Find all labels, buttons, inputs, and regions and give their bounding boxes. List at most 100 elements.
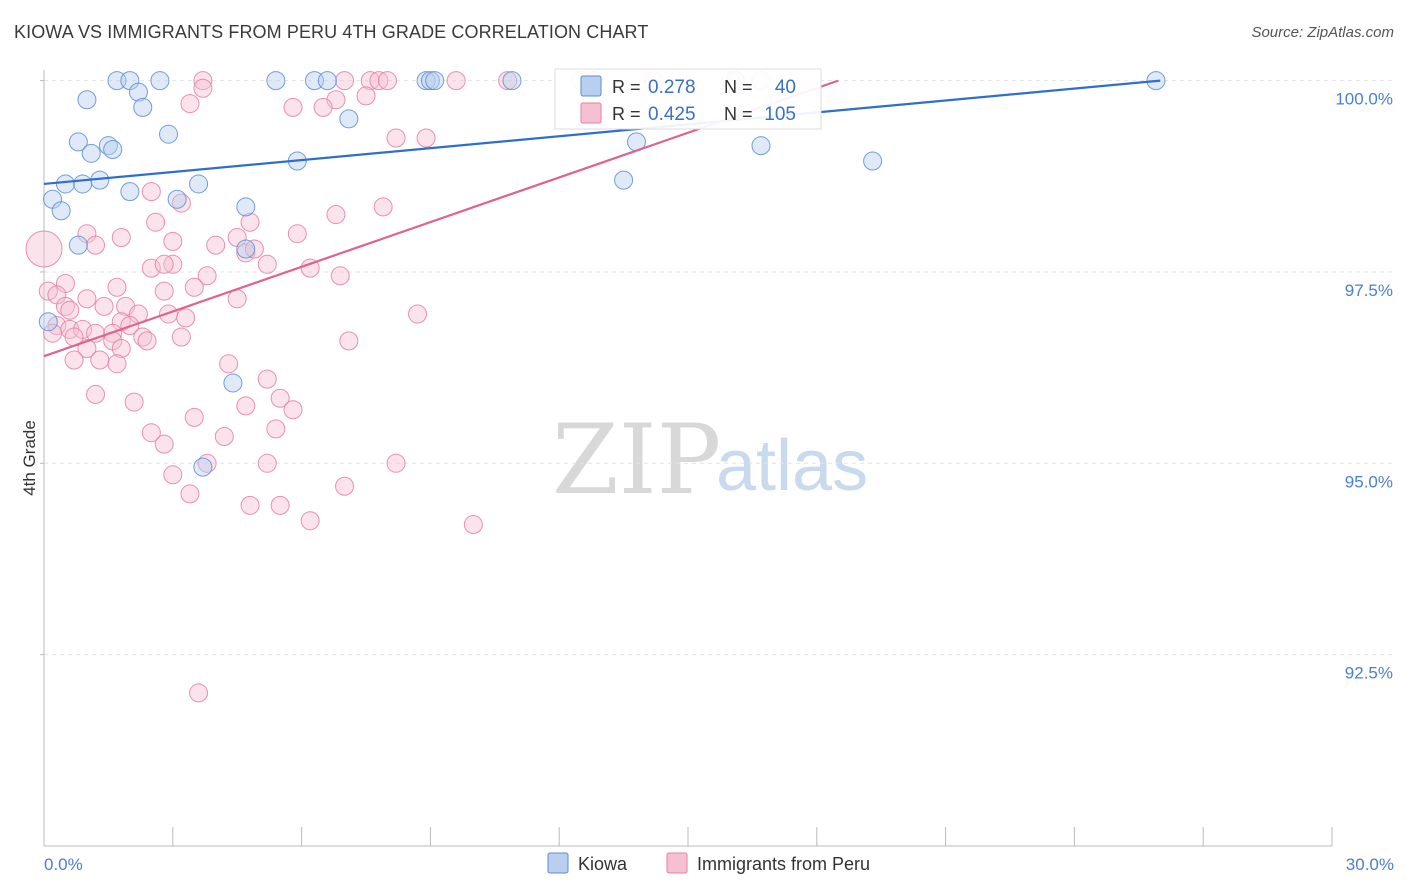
y-tick-label: 97.5% bbox=[1345, 281, 1393, 300]
peru-point bbox=[270, 495, 290, 515]
peru-point bbox=[86, 235, 106, 255]
kiowa-point bbox=[236, 197, 256, 217]
peru-point bbox=[335, 71, 355, 91]
peru-point bbox=[408, 304, 428, 324]
watermark: ZIP atlas bbox=[552, 404, 868, 516]
y-axis-title: 4th Grade bbox=[20, 420, 39, 496]
y-tick-label: 95.0% bbox=[1345, 472, 1393, 491]
peru-point bbox=[141, 423, 161, 443]
peru-point bbox=[416, 128, 436, 148]
kiowa-point bbox=[150, 71, 170, 91]
peru-point bbox=[283, 97, 303, 117]
peru-point bbox=[300, 511, 320, 531]
peru-point bbox=[154, 281, 174, 301]
source-label: Source: ZipAtlas.com bbox=[1251, 24, 1394, 41]
peru-point bbox=[339, 331, 359, 351]
peru-point bbox=[498, 71, 518, 91]
kiowa-point bbox=[223, 373, 243, 393]
peru-point bbox=[335, 476, 355, 496]
peru-point bbox=[171, 327, 191, 347]
kiowa-point bbox=[167, 189, 187, 209]
peru-point bbox=[446, 71, 466, 91]
kiowa-point bbox=[103, 140, 123, 159]
peru-point bbox=[189, 683, 209, 703]
kiowa-point bbox=[68, 235, 88, 255]
peru-point bbox=[141, 182, 161, 202]
kiowa-point bbox=[317, 71, 337, 91]
peru-point bbox=[193, 71, 213, 91]
peru-point bbox=[90, 350, 110, 370]
peru-point bbox=[377, 71, 397, 91]
bottom-legend-label-peru: Immigrants from Peru bbox=[697, 854, 870, 874]
kiowa-point bbox=[81, 143, 101, 163]
peru-point bbox=[193, 78, 213, 98]
legend-r-label-peru: R = bbox=[612, 104, 641, 124]
legend-swatch-peru bbox=[580, 102, 602, 124]
peru-point bbox=[206, 235, 226, 255]
peru-point bbox=[240, 495, 260, 515]
peru-point bbox=[60, 300, 80, 320]
peru-point bbox=[184, 277, 204, 297]
peru-point bbox=[176, 308, 196, 328]
peru-point bbox=[180, 94, 200, 114]
legend-n-label-kiowa: N = bbox=[724, 77, 753, 97]
kiowa-point bbox=[51, 201, 71, 221]
peru-point bbox=[287, 224, 307, 244]
bottom-legend-swatch-kiowa bbox=[547, 852, 569, 874]
legend-swatch-kiowa bbox=[580, 75, 602, 97]
bottom-legend-label-kiowa: Kiowa bbox=[578, 854, 628, 874]
legend-r-label-kiowa: R = bbox=[612, 77, 641, 97]
peru-point bbox=[219, 354, 239, 374]
kiowa-point bbox=[120, 182, 140, 202]
y-tick-label: 92.5% bbox=[1345, 664, 1393, 683]
x-tick-label-min: 0.0% bbox=[44, 855, 83, 874]
peru-point bbox=[107, 277, 127, 297]
peru-point bbox=[386, 453, 406, 473]
peru-point bbox=[107, 354, 127, 374]
legend-n-label-peru: N = bbox=[724, 104, 753, 124]
peru-point bbox=[154, 434, 174, 454]
x-tick-label-max: 30.0% bbox=[1346, 855, 1394, 874]
kiowa-point bbox=[502, 71, 522, 91]
peru-point bbox=[257, 254, 277, 274]
kiowa-trend-line bbox=[43, 79, 1161, 186]
peru-point bbox=[300, 258, 320, 278]
peru-point bbox=[180, 484, 200, 504]
peru-point bbox=[86, 384, 106, 404]
peru-point bbox=[163, 465, 183, 485]
peru-point bbox=[283, 400, 303, 420]
kiowa-point bbox=[193, 457, 213, 477]
series-legend: Kiowa Immigrants from Peru bbox=[547, 852, 870, 874]
peru-point bbox=[266, 419, 286, 439]
peru-point bbox=[43, 323, 63, 343]
kiowa-point bbox=[236, 239, 256, 259]
peru-point bbox=[137, 331, 157, 351]
peru-point bbox=[214, 427, 234, 447]
peru-point bbox=[154, 254, 174, 274]
peru-point bbox=[184, 407, 204, 427]
peru-point bbox=[257, 369, 277, 389]
peru-point bbox=[236, 396, 256, 416]
peru-point bbox=[197, 266, 217, 286]
series-peru-points bbox=[25, 71, 771, 703]
kiowa-point bbox=[159, 124, 179, 144]
kiowa-point bbox=[68, 132, 88, 152]
peru-point bbox=[326, 205, 346, 225]
peru-point bbox=[111, 339, 131, 358]
watermark-zip: ZIP bbox=[552, 404, 721, 516]
kiowa-point bbox=[107, 71, 127, 91]
kiowa-point bbox=[73, 174, 93, 194]
kiowa-point bbox=[133, 97, 153, 117]
peru-point bbox=[240, 212, 260, 232]
peru-point bbox=[330, 266, 350, 286]
peru-point bbox=[94, 296, 114, 316]
peru-point bbox=[25, 230, 63, 268]
kiowa-point bbox=[266, 71, 286, 91]
kiowa-point bbox=[339, 109, 359, 129]
peru-point bbox=[64, 350, 84, 370]
kiowa-point bbox=[304, 71, 324, 91]
peru-point bbox=[146, 212, 166, 232]
chart-title: KIOWA VS IMMIGRANTS FROM PERU 4TH GRADE … bbox=[14, 22, 649, 42]
legend-r-value-peru: 0.425 bbox=[648, 104, 696, 125]
